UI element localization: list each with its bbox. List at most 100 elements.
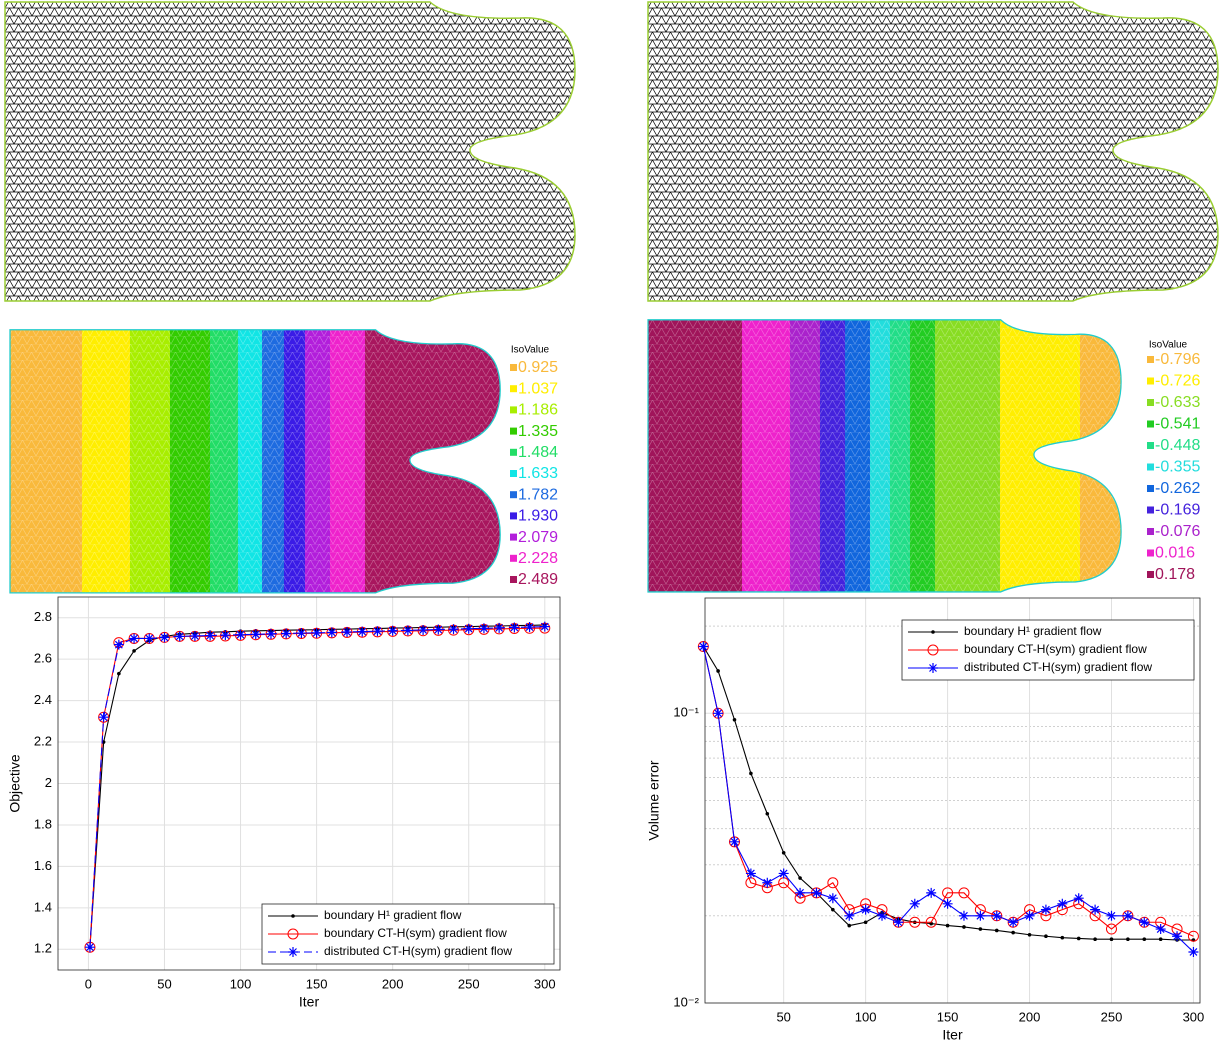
marker: [909, 916, 921, 928]
legend-label: 1.335: [518, 423, 558, 440]
marker: [778, 868, 789, 879]
x-tick-label: 150: [937, 1009, 959, 1024]
marker: [98, 712, 109, 723]
contour-left: [10, 329, 501, 593]
marker: [281, 628, 292, 639]
marker: [765, 811, 770, 816]
marker: [1011, 930, 1015, 935]
legend-label: -0.262: [1155, 480, 1200, 497]
legend-swatch: [510, 491, 517, 499]
legend-label: boundary CT-H(sym) gradient flow: [964, 642, 1147, 656]
legend-swatch: [510, 533, 517, 541]
marker: [1109, 937, 1114, 942]
marker: [698, 641, 709, 652]
marker: [1172, 931, 1183, 942]
legend-label: 1.930: [518, 508, 558, 525]
legend-label: boundary H¹ gradient flow: [324, 908, 462, 922]
y-tick-label: 10⁻²: [673, 994, 699, 1009]
contour-right: [648, 319, 1122, 592]
legend-title: IsoValue: [1149, 340, 1188, 351]
legend-swatch: [1147, 528, 1154, 535]
marker: [1126, 937, 1130, 942]
legend-label: 1.782: [518, 486, 558, 503]
marker: [1139, 917, 1150, 928]
legend-swatch: [510, 448, 517, 456]
legend-label: 1.037: [518, 380, 558, 397]
marker: [402, 625, 413, 636]
marker: [113, 639, 124, 650]
marker: [945, 923, 950, 928]
marker: [732, 717, 737, 722]
legend-title: IsoValue: [511, 345, 550, 356]
marker: [991, 910, 1002, 921]
marker: [994, 928, 999, 933]
x-tick-label: 0: [85, 976, 92, 991]
x-tick-label: 100: [855, 1009, 877, 1024]
y-tick-label: 10⁻¹: [673, 705, 699, 720]
legend-label: -0.169: [1155, 502, 1200, 519]
marker: [129, 633, 140, 644]
x-tick-label: 300: [534, 976, 556, 991]
marker: [909, 898, 920, 909]
marker: [860, 904, 871, 915]
legend-label: boundary H¹ gradient flow: [964, 624, 1102, 638]
marker: [863, 920, 868, 925]
marker: [942, 887, 954, 899]
marker: [1093, 937, 1097, 942]
marker: [1027, 932, 1032, 937]
marker: [265, 628, 276, 639]
contour-mesh: [10, 329, 501, 593]
x-tick-label: 200: [382, 976, 404, 991]
marker: [1105, 923, 1117, 935]
y-tick-label: 1.2: [34, 941, 52, 956]
marker: [117, 671, 121, 676]
legend-label: 1.186: [518, 402, 558, 419]
y-tick-label: 2.6: [34, 651, 52, 666]
marker: [387, 625, 398, 636]
marker: [235, 629, 246, 640]
legend-label: boundary CT-H(sym) gradient flow: [324, 926, 507, 940]
marker: [745, 868, 756, 879]
legend-swatch: [510, 427, 517, 435]
legend-swatch: [1147, 571, 1154, 578]
marker: [1008, 917, 1019, 928]
legend-swatch: [510, 406, 517, 414]
marker: [509, 622, 520, 633]
axes-box: [704, 597, 1201, 1004]
marker: [433, 624, 444, 635]
legend-label: -0.796: [1155, 351, 1200, 368]
legend-label: distributed CT-H(sym) gradient flow: [964, 660, 1152, 674]
marker: [1155, 924, 1166, 935]
legend-marker: [928, 663, 938, 673]
marker: [1060, 935, 1065, 940]
marker: [1076, 936, 1081, 941]
marker: [448, 624, 459, 635]
legend-label: -0.541: [1155, 416, 1200, 433]
x-tick-label: 50: [157, 976, 171, 991]
legend-label: 2.489: [518, 571, 558, 588]
legend-label: -0.633: [1155, 394, 1200, 411]
marker: [811, 887, 822, 898]
y-tick-label: 1.4: [34, 899, 52, 914]
y-axis-label: Objective: [7, 754, 23, 813]
marker: [925, 916, 937, 928]
legend-marker: [291, 914, 295, 918]
x-axis-label: Iter: [942, 1027, 963, 1043]
marker: [1188, 946, 1199, 957]
marker: [958, 910, 969, 921]
marker: [205, 630, 216, 641]
marker: [1040, 904, 1051, 915]
marker: [539, 621, 550, 632]
marker: [144, 633, 155, 644]
y-tick-label: 1.6: [34, 858, 52, 873]
legend-marker: [288, 947, 298, 957]
marker: [159, 632, 170, 643]
marker: [975, 910, 986, 921]
marker: [174, 631, 185, 642]
y-axis-label: Volume error: [646, 760, 662, 840]
marker: [132, 649, 136, 653]
marker: [1158, 937, 1163, 942]
marker: [1024, 910, 1035, 921]
marker: [494, 622, 505, 633]
